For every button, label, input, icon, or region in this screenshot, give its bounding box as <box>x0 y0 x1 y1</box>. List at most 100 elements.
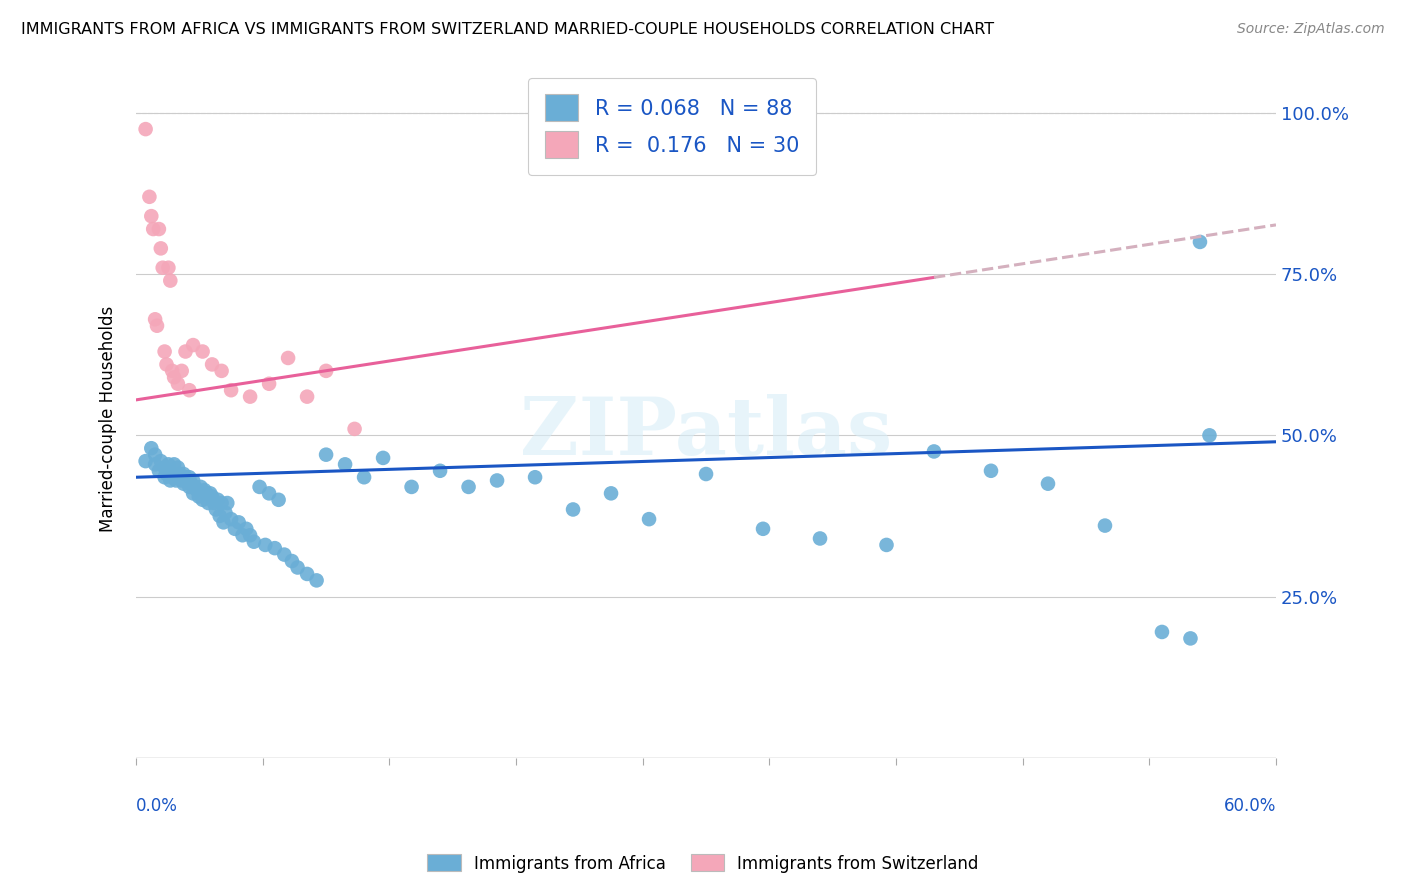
Point <box>224 522 246 536</box>
Point <box>181 338 204 352</box>
Point <box>228 516 250 530</box>
Point <box>211 364 233 378</box>
Point <box>143 458 166 472</box>
Point <box>186 483 208 497</box>
Point <box>235 522 257 536</box>
Point <box>141 441 163 455</box>
Text: IMMIGRANTS FROM AFRICA VS IMMIGRANTS FROM SWITZERLAND MARRIED-COUPLE HOUSEHOLDS : IMMIGRANTS FROM AFRICA VS IMMIGRANTS FRO… <box>21 22 994 37</box>
Point <box>1094 518 1116 533</box>
Point <box>219 383 242 397</box>
Point <box>174 344 197 359</box>
Point <box>231 528 253 542</box>
Point <box>153 344 176 359</box>
Point <box>135 454 157 468</box>
Point <box>193 483 215 497</box>
Point <box>157 458 180 472</box>
Point <box>254 538 277 552</box>
Point <box>143 312 166 326</box>
Point <box>267 492 290 507</box>
Point <box>305 574 328 588</box>
Point <box>524 470 547 484</box>
Point <box>142 222 165 236</box>
Point <box>281 554 304 568</box>
Point <box>176 474 198 488</box>
Point <box>149 241 172 255</box>
Point <box>353 470 375 484</box>
Point <box>179 480 201 494</box>
Point <box>170 364 193 378</box>
Point <box>808 532 831 546</box>
Point <box>138 190 160 204</box>
Point <box>343 422 366 436</box>
Point <box>163 370 186 384</box>
Point <box>180 476 202 491</box>
Point <box>200 486 222 500</box>
Point <box>638 512 661 526</box>
Point <box>190 480 212 494</box>
Point <box>155 358 177 372</box>
Point <box>219 512 242 526</box>
Point <box>239 528 262 542</box>
Point <box>187 490 209 504</box>
Point <box>163 467 186 481</box>
Point <box>155 467 177 481</box>
Point <box>980 464 1002 478</box>
Point <box>212 516 235 530</box>
Point <box>157 260 180 275</box>
Point <box>257 486 280 500</box>
Point <box>1150 624 1173 639</box>
Point <box>202 496 225 510</box>
Point <box>295 566 318 581</box>
Point <box>600 486 623 500</box>
Point <box>141 209 163 223</box>
Point <box>153 470 176 484</box>
Point <box>159 474 181 488</box>
Point <box>205 502 228 516</box>
Point <box>287 560 309 574</box>
Point <box>263 541 285 556</box>
Point <box>401 480 423 494</box>
Point <box>1188 235 1211 249</box>
Point <box>149 454 172 468</box>
Point <box>429 464 451 478</box>
Point <box>876 538 898 552</box>
Point <box>160 364 183 378</box>
Legend: R = 0.068   N = 88, R =  0.176   N = 30: R = 0.068 N = 88, R = 0.176 N = 30 <box>529 78 815 175</box>
Point <box>695 467 717 481</box>
Point <box>153 460 176 475</box>
Point <box>217 496 239 510</box>
Point <box>922 444 945 458</box>
Point <box>163 458 186 472</box>
Point <box>181 474 204 488</box>
Point <box>214 506 236 520</box>
Point <box>486 474 509 488</box>
Point <box>197 496 219 510</box>
Text: ZIPatlas: ZIPatlas <box>520 393 893 472</box>
Point <box>239 390 262 404</box>
Point <box>257 376 280 391</box>
Point <box>273 548 295 562</box>
Point <box>1198 428 1220 442</box>
Point <box>148 222 170 236</box>
Point <box>207 492 229 507</box>
Point <box>562 502 585 516</box>
Text: 0.0%: 0.0% <box>136 797 179 814</box>
Point <box>181 486 204 500</box>
Point <box>1180 632 1202 646</box>
Point <box>165 474 187 488</box>
Point <box>184 480 207 494</box>
Point <box>371 450 394 465</box>
Point <box>169 467 191 481</box>
Point <box>167 376 190 391</box>
Point <box>146 318 169 333</box>
Point <box>201 490 224 504</box>
Text: Source: ZipAtlas.com: Source: ZipAtlas.com <box>1237 22 1385 37</box>
Point <box>148 464 170 478</box>
Point <box>457 480 479 494</box>
Point <box>208 508 231 523</box>
Point <box>201 358 224 372</box>
Point <box>179 383 201 397</box>
Y-axis label: Married-couple Households: Married-couple Households <box>100 306 117 533</box>
Point <box>179 470 201 484</box>
Point <box>143 448 166 462</box>
